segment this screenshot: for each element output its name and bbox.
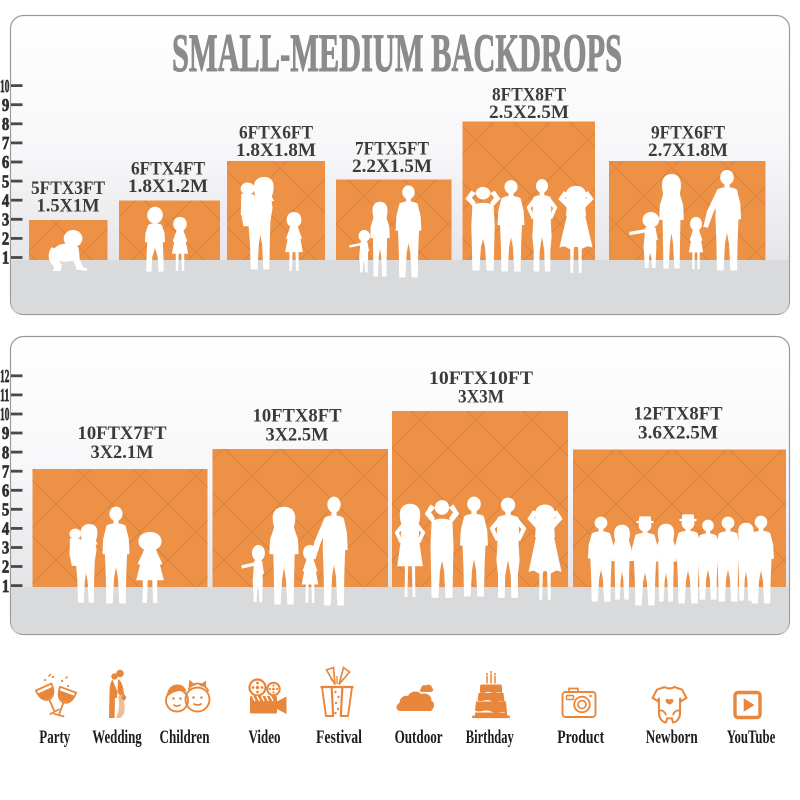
svg-text:6: 6 bbox=[2, 480, 9, 500]
svg-text:12: 12 bbox=[0, 366, 9, 386]
svg-text:2.2X1.5M: 2.2X1.5M bbox=[352, 156, 432, 177]
svg-text:Birthday: Birthday bbox=[466, 727, 514, 748]
svg-text:1.8X1.8M: 1.8X1.8M bbox=[236, 140, 316, 161]
svg-text:Festival: Festival bbox=[316, 727, 362, 748]
svg-text:SMALL-MEDIUM BACKDROPS: SMALL-MEDIUM BACKDROPS bbox=[172, 23, 622, 83]
svg-text:Wedding: Wedding bbox=[92, 727, 142, 748]
svg-text:Newborn: Newborn bbox=[646, 727, 698, 748]
svg-text:YouTube: YouTube bbox=[727, 727, 776, 748]
svg-text:9FTX6FT: 9FTX6FT bbox=[651, 123, 725, 144]
svg-text:7: 7 bbox=[2, 461, 9, 481]
svg-text:10FTX8FT: 10FTX8FT bbox=[253, 406, 342, 427]
svg-text:4: 4 bbox=[2, 519, 9, 539]
svg-text:10: 10 bbox=[0, 76, 9, 96]
svg-text:10FTX10FT: 10FTX10FT bbox=[429, 368, 533, 389]
svg-text:1.8X1.2M: 1.8X1.2M bbox=[128, 176, 208, 197]
svg-text:7: 7 bbox=[2, 133, 9, 153]
svg-text:10FTX7FT: 10FTX7FT bbox=[78, 423, 167, 444]
svg-text:2.5X2.5M: 2.5X2.5M bbox=[489, 102, 569, 123]
svg-text:4: 4 bbox=[2, 190, 9, 210]
svg-text:3X3M: 3X3M bbox=[458, 387, 504, 408]
svg-text:2.7X1.8M: 2.7X1.8M bbox=[648, 140, 728, 161]
svg-text:3: 3 bbox=[2, 210, 9, 230]
svg-text:1.5X1M: 1.5X1M bbox=[37, 196, 100, 217]
svg-text:6: 6 bbox=[2, 152, 9, 172]
svg-text:6FTX4FT: 6FTX4FT bbox=[131, 159, 205, 180]
svg-text:11: 11 bbox=[0, 385, 9, 405]
svg-text:Product: Product bbox=[557, 727, 604, 748]
svg-text:10: 10 bbox=[0, 404, 9, 424]
svg-text:9: 9 bbox=[2, 95, 9, 115]
svg-text:Outdoor: Outdoor bbox=[395, 727, 443, 748]
svg-text:8: 8 bbox=[2, 442, 9, 462]
svg-text:5FTX3FT: 5FTX3FT bbox=[31, 178, 105, 199]
svg-text:8: 8 bbox=[2, 114, 9, 134]
svg-text:3.6X2.5M: 3.6X2.5M bbox=[638, 423, 718, 444]
svg-text:2: 2 bbox=[2, 557, 9, 577]
svg-text:12FTX8FT: 12FTX8FT bbox=[634, 404, 723, 425]
svg-text:9: 9 bbox=[2, 423, 9, 443]
svg-text:1: 1 bbox=[2, 576, 9, 596]
svg-text:Children: Children bbox=[160, 727, 210, 748]
svg-text:Video: Video bbox=[249, 727, 281, 748]
svg-text:3: 3 bbox=[2, 538, 9, 558]
svg-text:5: 5 bbox=[2, 171, 9, 191]
svg-text:3X2.5M: 3X2.5M bbox=[266, 425, 329, 446]
svg-text:6FTX6FT: 6FTX6FT bbox=[239, 123, 313, 144]
svg-text:Party: Party bbox=[39, 727, 70, 748]
svg-text:8FTX8FT: 8FTX8FT bbox=[492, 85, 566, 106]
svg-text:1: 1 bbox=[2, 248, 9, 268]
svg-text:5: 5 bbox=[2, 500, 9, 520]
svg-text:3X2.1M: 3X2.1M bbox=[91, 442, 154, 463]
svg-text:2: 2 bbox=[2, 229, 9, 249]
svg-text:7FTX5FT: 7FTX5FT bbox=[355, 139, 429, 160]
